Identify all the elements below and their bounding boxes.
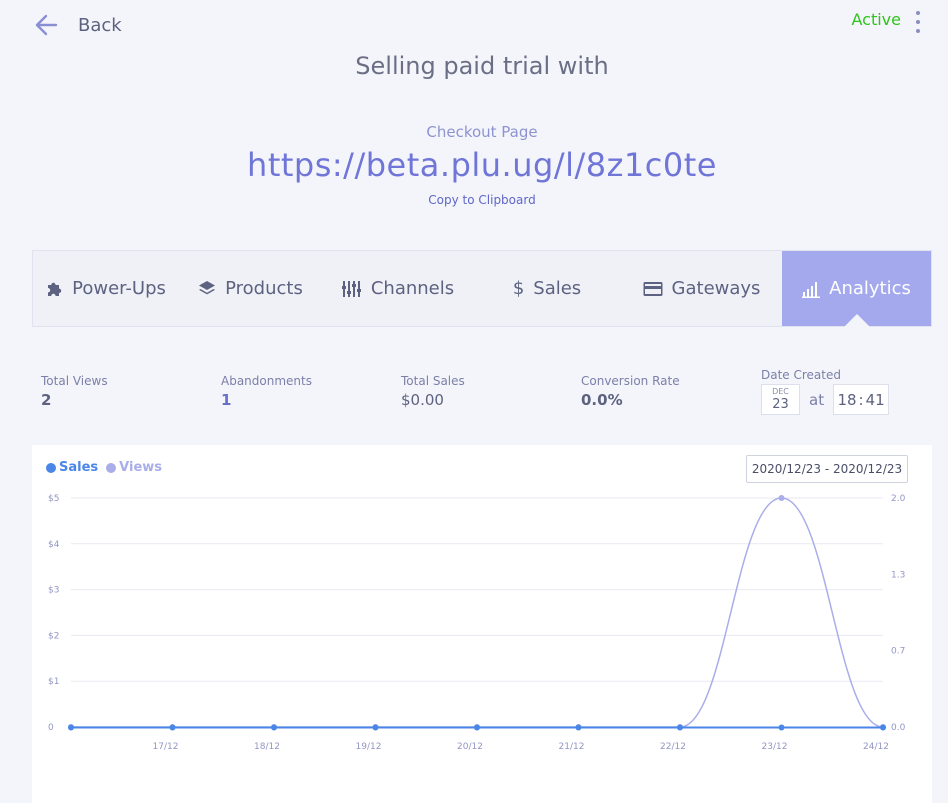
tab-sales[interactable]: $ Sales bbox=[473, 251, 621, 326]
chart-legend: Sales Views bbox=[46, 460, 162, 475]
tab-label: Products bbox=[225, 278, 303, 299]
time-minute: 41 bbox=[865, 390, 885, 409]
tab-gateways[interactable]: Gateways bbox=[621, 251, 782, 326]
tab-label: Power-Ups bbox=[72, 278, 166, 299]
stat-total-sales: Total Sales $0.00 bbox=[401, 374, 465, 409]
stat-label: Abandonments bbox=[221, 374, 312, 388]
stat-date-created: Date Created DEC 23 at 18 : 41 bbox=[761, 368, 890, 415]
stats-row: Total Views 2 Abandonments 1 Total Sales… bbox=[41, 368, 921, 424]
time-badge: 18 : 41 bbox=[833, 384, 890, 415]
bar-chart-icon bbox=[802, 281, 821, 298]
series-line-views bbox=[70, 497, 884, 728]
x-tick-label: 20/12 bbox=[457, 742, 483, 752]
legend-label: Views bbox=[119, 460, 163, 475]
sliders-icon bbox=[341, 280, 361, 297]
back-label: Back bbox=[78, 14, 122, 36]
analytics-chart-card: 0 $1 $2 $3 $4 $5 0.0 0.7 1.3 2.0 17/12 18/12 19/12 20… bbox=[32, 445, 932, 803]
x-tick-label: 24/12 bbox=[863, 742, 889, 752]
x-tick-label: 23/12 bbox=[762, 742, 788, 752]
x-tick-label: 21/12 bbox=[559, 742, 585, 752]
arrow-left-icon bbox=[35, 14, 58, 36]
puzzle-icon bbox=[48, 282, 62, 296]
y-right-tick-label: 1.3 bbox=[891, 570, 905, 580]
stat-value: 2 bbox=[41, 391, 52, 409]
data-point-sales bbox=[880, 724, 886, 731]
stat-label: Conversion Rate bbox=[581, 374, 680, 388]
data-point-sales bbox=[372, 724, 379, 731]
stat-label: Total Sales bbox=[401, 374, 465, 388]
stat-value: 0.0% bbox=[581, 391, 623, 409]
calendar-month: DEC bbox=[772, 387, 789, 396]
layers-icon bbox=[199, 280, 216, 294]
stat-conversion-rate: Conversion Rate 0.0% bbox=[581, 374, 680, 409]
tab-label: Channels bbox=[370, 278, 455, 299]
legend-item-sales[interactable]: Sales bbox=[46, 460, 98, 475]
data-point-views bbox=[778, 495, 785, 501]
more-options-icon[interactable] bbox=[914, 11, 922, 33]
tab-analytics[interactable]: Analytics bbox=[782, 251, 931, 327]
data-point-sales bbox=[677, 724, 683, 731]
credit-card-icon bbox=[643, 281, 663, 296]
stat-label: Total Views bbox=[41, 374, 108, 388]
tab-label: Gateways bbox=[671, 278, 761, 299]
stat-value: $0.00 bbox=[401, 391, 444, 409]
legend-label: Sales bbox=[59, 460, 99, 475]
tab-label: Sales bbox=[533, 278, 582, 299]
y-right-tick-label: 2.0 bbox=[891, 494, 906, 504]
page-title: Selling paid trial with bbox=[355, 52, 609, 80]
data-point-sales bbox=[474, 724, 480, 731]
data-point-sales bbox=[271, 724, 277, 731]
time-separator: : bbox=[858, 390, 864, 409]
tab-label: Analytics bbox=[829, 278, 911, 299]
tab-products[interactable]: Products bbox=[178, 251, 323, 326]
y-left-tick-label: $5 bbox=[48, 494, 59, 504]
legend-swatch bbox=[106, 462, 117, 473]
dollar-icon: $ bbox=[512, 278, 525, 299]
y-left-tick-label: 0 bbox=[48, 723, 54, 733]
data-point-sales bbox=[68, 724, 74, 731]
y-right-tick-label: 0.0 bbox=[891, 723, 906, 733]
calendar-badge: DEC 23 bbox=[761, 384, 800, 415]
calendar-day: 23 bbox=[772, 397, 789, 412]
x-tick-label: 22/12 bbox=[660, 742, 686, 752]
stat-value: 1 bbox=[221, 391, 232, 409]
at-label: at bbox=[809, 390, 825, 409]
top-bar: Back Active bbox=[0, 0, 948, 52]
legend-item-views[interactable]: Views bbox=[106, 460, 162, 475]
tab-power-ups[interactable]: Power-Ups bbox=[33, 251, 178, 326]
data-point-sales bbox=[169, 724, 176, 731]
data-point-sales bbox=[778, 724, 785, 731]
y-left-tick-label: $1 bbox=[48, 677, 59, 687]
stat-abandonments: Abandonments 1 bbox=[221, 374, 312, 409]
tab-bar: Power-Ups Products Channels $ Sales Gate… bbox=[32, 250, 932, 327]
legend-swatch bbox=[46, 462, 56, 473]
stat-label: Date Created bbox=[761, 368, 841, 382]
checkout-url-link[interactable]: https://beta.plu.ug/l/8z1c0te bbox=[247, 146, 717, 184]
tab-channels[interactable]: Channels bbox=[323, 251, 473, 326]
y-left-tick-label: $4 bbox=[48, 540, 60, 550]
line-chart: 0 $1 $2 $3 $4 $5 0.0 0.7 1.3 2.0 17/12 18/12 19/12 20… bbox=[48, 494, 906, 752]
y-left-tick-label: $2 bbox=[48, 631, 59, 641]
y-left-tick-label: $3 bbox=[48, 586, 59, 596]
x-tick-label: 17/12 bbox=[153, 742, 179, 752]
stat-total-views: Total Views 2 bbox=[41, 374, 108, 409]
back-button[interactable]: Back bbox=[34, 12, 122, 38]
x-tick-label: 19/12 bbox=[356, 742, 382, 752]
date-range-picker[interactable]: 2020/12/23 - 2020/12/23 bbox=[746, 455, 908, 483]
time-hour: 18 bbox=[837, 390, 857, 409]
copy-to-clipboard-link[interactable]: Copy to Clipboard bbox=[428, 193, 536, 207]
x-tick-label: 18/12 bbox=[254, 742, 280, 752]
status-label: Active bbox=[851, 10, 902, 29]
checkout-page-label: Checkout Page bbox=[426, 123, 538, 141]
data-point-sales bbox=[575, 724, 582, 731]
y-right-tick-label: 0.7 bbox=[891, 647, 905, 657]
